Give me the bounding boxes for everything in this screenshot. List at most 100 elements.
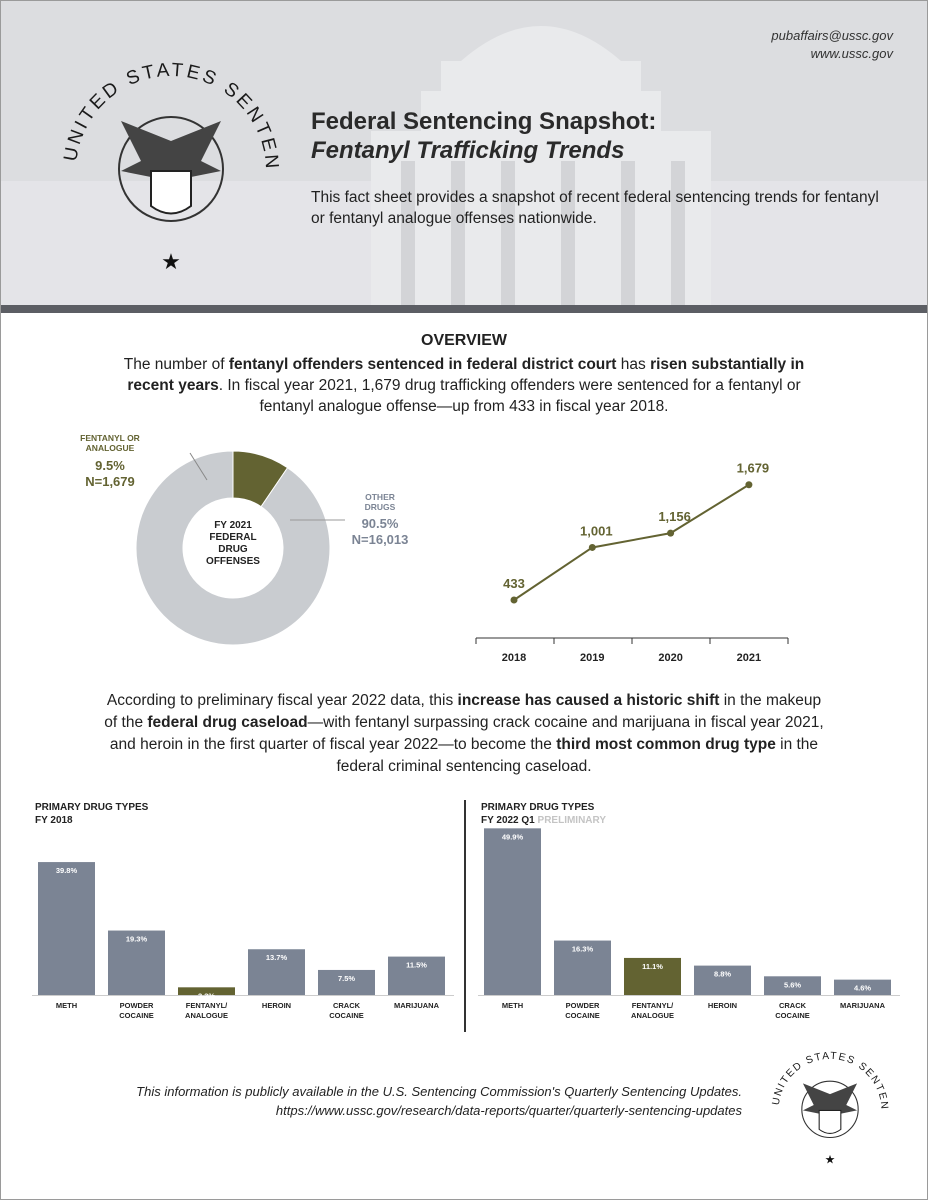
x-tick-label: CRACK — [779, 1001, 807, 1010]
leader-line — [189, 452, 208, 481]
slice-percent: 9.5% — [95, 458, 125, 473]
x-tick-label: ANALOGUE — [631, 1011, 674, 1020]
bar-value-label: 19.3% — [126, 935, 148, 944]
bar — [554, 940, 611, 995]
x-tick-label: METH — [56, 1001, 77, 1010]
x-tick-label: HEROIN — [708, 1001, 737, 1010]
bar-value-label: 7.5% — [338, 974, 355, 983]
text: . In fiscal year 2021, 1,679 drug traffi… — [218, 377, 801, 415]
overview-heading: OVERVIEW — [421, 332, 507, 349]
slice-count: N=1,679 — [85, 474, 135, 489]
bar — [178, 987, 235, 995]
ussc-seal-logo: UNITED STATES SENTENCING COMMISSION ★ — [51, 41, 279, 274]
ussc-seal-footer-logo: UNITED STATES SENTENCING COMMISSION ★ — [760, 1040, 888, 1167]
x-tick-label: POWDER — [566, 1001, 600, 1010]
bar-chart-fy2018: 39.8%METH19.3%POWDERCOCAINE2.3%FENTANYL/… — [32, 862, 454, 1020]
chart-title: PRIMARY DRUG TYPES — [481, 802, 595, 813]
text: The number of — [123, 356, 229, 373]
slice-label: FENTANYL OR — [80, 433, 140, 443]
donut-center-label: DRUG — [218, 544, 248, 555]
data-label: 433 — [503, 576, 525, 591]
bar — [834, 979, 891, 995]
data-label: 1,156 — [658, 509, 691, 524]
bar-value-label: 4.6% — [854, 984, 871, 993]
x-tick-label: CRACK — [333, 1001, 361, 1010]
x-tick-label: ANALOGUE — [185, 1011, 228, 1020]
bar-value-label: 5.6% — [784, 980, 801, 989]
text: in the makeup of the — [104, 692, 822, 731]
text: —with fentanyl surpassing crack cocaine … — [109, 714, 824, 753]
footer-url[interactable]: https://www.ussc.gov/research/data-repor… — [275, 1103, 742, 1118]
preliminary-note: PRELIMINARY — [537, 815, 607, 826]
data-label: 1,001 — [580, 523, 613, 538]
x-tick-label: 2020 — [658, 652, 682, 664]
x-tick-label: FENTANYL/ — [186, 1001, 228, 1010]
bar — [764, 976, 821, 995]
bar — [388, 956, 445, 995]
capitol-dome-illustration — [1, 26, 927, 305]
x-tick-label: 2018 — [502, 652, 526, 664]
x-tick-label: HEROIN — [262, 1001, 291, 1010]
bar-value-label: 39.8% — [56, 866, 78, 875]
text: According to preliminary fiscal year 202… — [106, 692, 458, 709]
donut-center-label: FEDERAL — [209, 532, 256, 543]
bar — [38, 862, 95, 995]
website-link[interactable]: www.ussc.gov — [810, 46, 893, 61]
x-tick-label: COCAINE — [775, 1011, 810, 1020]
chart-subtitle: FY 2018 — [35, 815, 73, 826]
x-tick-label: COCAINE — [119, 1011, 154, 1020]
x-tick-label: COCAINE — [329, 1011, 364, 1020]
donut-slice — [135, 450, 331, 646]
data-point — [588, 543, 596, 551]
x-tick-label: MARIJUANA — [394, 1001, 440, 1010]
data-label: 1,679 — [737, 461, 770, 476]
data-point — [745, 481, 753, 489]
line-chart: 433 2018 1,001 2019 1,156 2020 1,679 2021 — [475, 461, 789, 664]
x-tick-label: METH — [502, 1001, 523, 1010]
x-tick-label: COCAINE — [565, 1011, 600, 1020]
bar — [318, 969, 375, 995]
bar-chart-fy2022q1: 49.9%METH16.3%POWDERCOCAINE11.1%FENTANYL… — [478, 828, 900, 1020]
contact-info: pubaffairs@ussc.gov www.ussc.gov — [771, 27, 893, 63]
bold-text: third most common drug type — [556, 736, 776, 753]
bold-text: increase has caused a historic shift — [457, 692, 720, 709]
bar — [624, 957, 681, 995]
slice-label: ANALOGUE — [86, 443, 135, 453]
slice-label: OTHER — [365, 492, 395, 502]
donut-center-label: FY 2021 — [214, 520, 252, 531]
bar-value-label: 8.8% — [714, 970, 731, 979]
bar-value-label: 11.5% — [406, 961, 427, 970]
bold-text: risen substantially in recent years — [127, 356, 805, 394]
bar — [694, 965, 751, 995]
text: has — [616, 356, 651, 373]
bold-text: fentanyl offenders sentenced in federal … — [228, 356, 617, 373]
footer: This information is publicly available i… — [136, 1082, 742, 1120]
svg-text:★: ★ — [161, 249, 181, 274]
slice-percent: 90.5% — [362, 516, 399, 531]
bar-value-label: 13.7% — [266, 953, 288, 962]
slice-count: N=16,013 — [352, 532, 409, 547]
intro-text: This fact sheet provides a snapshot of r… — [311, 189, 879, 227]
page-title: Federal Sentencing Snapshot: Fentanyl Tr… — [311, 107, 656, 165]
bar-chart-2022-title: PRIMARY DRUG TYPES FY 2022 Q1 PRELIMINAR… — [481, 801, 606, 827]
data-point — [510, 596, 518, 604]
x-tick-label: POWDER — [120, 1001, 154, 1010]
header: UNITED STATES SENTENCING COMMISSION ★ pu… — [1, 1, 927, 305]
chart-title: PRIMARY DRUG TYPES — [35, 802, 149, 813]
email-link[interactable]: pubaffairs@ussc.gov — [771, 28, 893, 43]
x-tick-label: FENTANYL/ — [632, 1001, 674, 1010]
bar-value-label: 2.3% — [198, 991, 215, 1000]
data-point — [667, 529, 675, 537]
bar-value-label: 11.1% — [642, 962, 663, 971]
svg-text:★: ★ — [825, 1153, 836, 1167]
bar — [248, 949, 305, 995]
footer-note: This information is publicly available i… — [136, 1084, 742, 1099]
text: in the federal criminal sentencing casel… — [336, 736, 819, 775]
slice-label: DRUGS — [365, 502, 396, 512]
donut-center-label: OFFENSES — [206, 556, 260, 567]
chart-divider — [464, 800, 466, 1032]
header-divider-band — [1, 305, 927, 313]
title-line-1: Federal Sentencing Snapshot: — [311, 108, 657, 135]
bold-text: federal drug caseload — [147, 714, 308, 731]
